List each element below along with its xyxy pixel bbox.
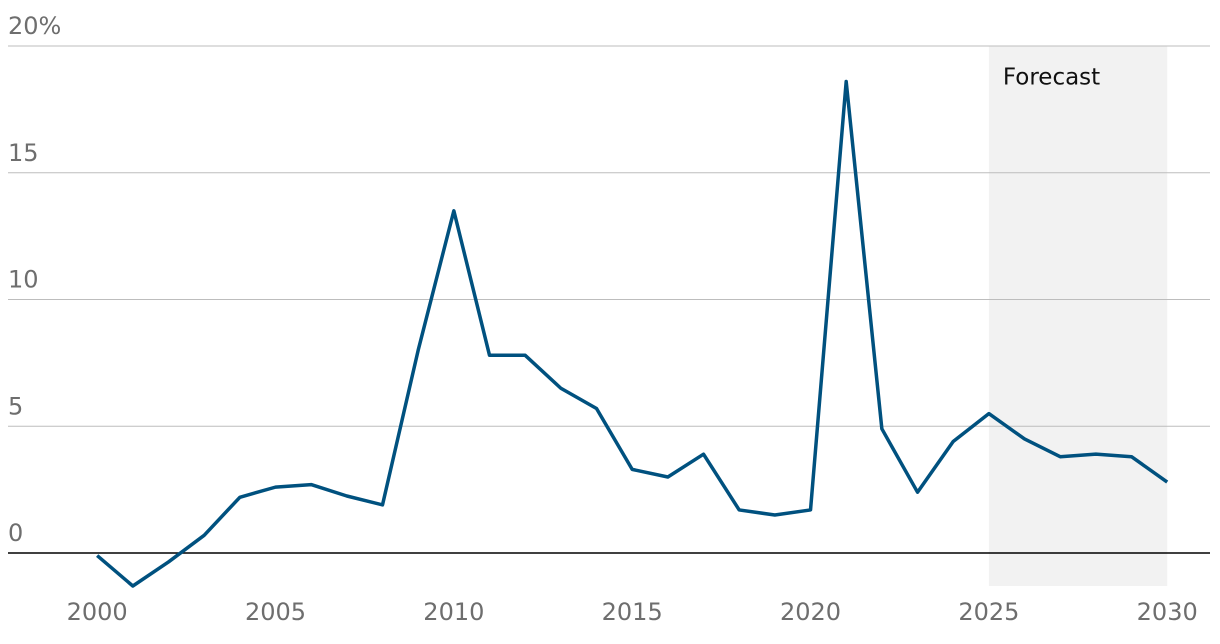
x-tick-label: 2015 <box>602 598 663 626</box>
x-tick-label: 2025 <box>958 598 1019 626</box>
forecast-region <box>988 46 1168 586</box>
x-tick-label: 2005 <box>245 598 306 626</box>
y-tick-label: 5 <box>8 392 23 420</box>
forecast-label: Forecast <box>1003 65 1100 91</box>
y-tick-label: 15 <box>8 139 39 167</box>
y-tick-label: 20% <box>8 12 61 40</box>
y-tick-label: 10 <box>8 266 39 294</box>
data-line <box>96 79 1169 588</box>
x-tick-label: 2020 <box>780 598 841 626</box>
x-tick-label: 2030 <box>1137 598 1198 626</box>
x-tick-label: 2010 <box>423 598 484 626</box>
y-tick-label: 0 <box>8 519 23 547</box>
x-tick-label: 2000 <box>67 598 128 626</box>
